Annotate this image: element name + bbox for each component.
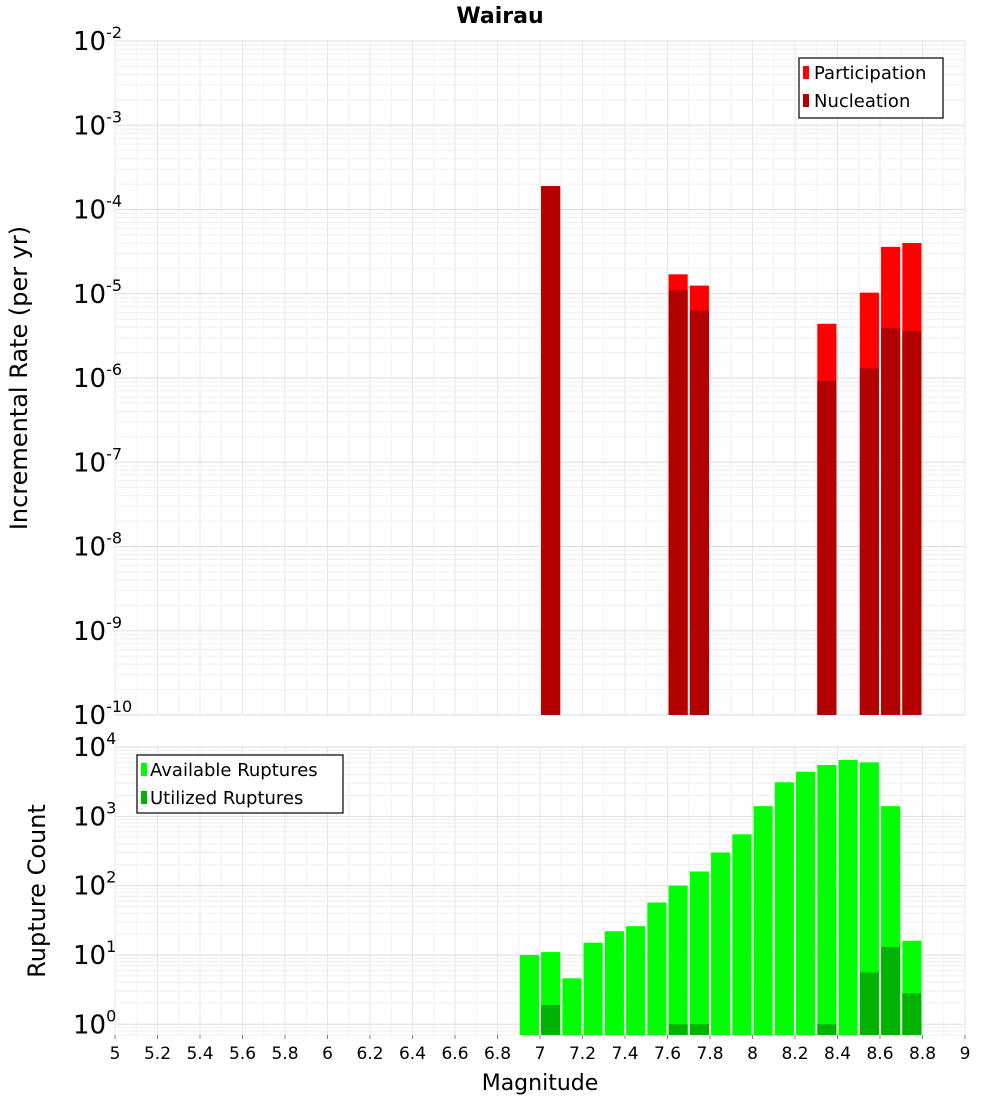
bottom-legend: Available Ruptures Utilized Ruptures	[136, 754, 344, 814]
bottom-y-tick-label: 103	[73, 798, 116, 832]
legend-swatch-utilized	[141, 791, 147, 804]
top-bar-nucleation	[881, 328, 901, 715]
x-axis-label: Magnitude	[482, 1071, 599, 1096]
top-y-tick-label: 10-5	[73, 276, 122, 310]
bottom-bar-available-ruptures	[519, 954, 539, 1035]
top-legend: Participation Nucleation	[798, 57, 944, 119]
x-tick-label: 5	[110, 1044, 121, 1064]
bottom-bar-available-ruptures	[711, 852, 731, 1035]
bottom-bar-utilized-ruptures	[817, 1024, 837, 1035]
legend-swatch-nucleation	[803, 94, 809, 107]
bottom-bar-utilized-ruptures	[902, 993, 922, 1035]
top-bar-nucleation	[859, 368, 879, 715]
bottom-bar-available-ruptures	[647, 902, 667, 1035]
top-bar-nucleation	[817, 381, 837, 715]
top-bars	[541, 186, 922, 716]
x-tick-label: 6	[322, 1044, 333, 1064]
top-bar-nucleation	[541, 186, 561, 715]
x-tick-label: 6.2	[356, 1044, 383, 1064]
x-tick-label: 6.8	[484, 1044, 511, 1064]
bottom-bar-utilized-ruptures	[881, 947, 901, 1035]
bottom-bar-available-ruptures	[604, 931, 624, 1035]
bottom-bar-utilized-ruptures	[541, 1004, 561, 1035]
x-tick-label: 5.2	[144, 1044, 171, 1064]
legend-swatch-available	[141, 763, 147, 776]
bottom-y-tick-label: 100	[73, 1006, 116, 1040]
top-y-tick-label: 10-4	[73, 192, 122, 226]
bottom-bar-available-ruptures	[689, 871, 709, 1035]
bottom-bar-available-ruptures	[732, 834, 752, 1035]
x-tick-label: 8.8	[909, 1044, 936, 1064]
bottom-bar-available-ruptures	[626, 926, 646, 1035]
bottom-y-tick-label: 102	[73, 868, 116, 902]
legend-label-available: Available Ruptures	[150, 760, 318, 781]
top-legend-box	[798, 57, 944, 119]
top-y-tick-label: 10-2	[73, 23, 122, 57]
x-tick-label: 7.2	[569, 1044, 596, 1064]
top-bar-nucleation	[668, 290, 688, 715]
top-y-axis-label: Incremental Rate (per yr)	[5, 226, 33, 530]
top-y-tick-label: 10-10	[73, 697, 132, 731]
x-tick-label: 5.4	[186, 1044, 213, 1064]
x-tick-label: 8.4	[824, 1044, 851, 1064]
bottom-bar-available-ruptures	[796, 771, 816, 1035]
bottom-bar-available-ruptures	[583, 942, 603, 1035]
bottom-y-ticks: 100 101 102 103 104	[73, 729, 116, 1040]
top-y-tick-label: 10-7	[73, 444, 122, 478]
bottom-bar-available-ruptures	[817, 764, 837, 1035]
x-tick-label: 5.8	[271, 1044, 298, 1064]
x-tick-label: 9	[960, 1044, 971, 1064]
legend-label-participation: Participation	[814, 63, 926, 84]
bottom-bar-utilized-ruptures	[689, 1024, 709, 1035]
top-y-ticks: 10-10 10-9 10-8 10-7 10-6 10-5 10-4 10-3 10-2	[73, 23, 132, 731]
bottom-legend-box	[136, 754, 344, 814]
x-tick-label: 7.4	[611, 1044, 638, 1064]
bottom-y-axis-label: Rupture Count	[23, 804, 51, 978]
x-tick-label: 8.2	[781, 1044, 808, 1064]
top-y-tick-label: 10-8	[73, 529, 122, 563]
x-ticks: 5 5.2 5.4 5.6 5.8 6 6.2 6.4 6.6 6.8 7 7.2 7.4 7.6 7.8 8…	[110, 1035, 971, 1064]
top-y-tick-label: 10-6	[73, 360, 122, 394]
bottom-bar-utilized-ruptures	[668, 1024, 688, 1035]
bottom-bar-available-ruptures	[774, 782, 794, 1035]
top-y-tick-label: 10-3	[73, 107, 122, 141]
top-panel: 10-10 10-9 10-8 10-7 10-6 10-5 10-4 10-3 10-2 In…	[5, 23, 966, 731]
x-tick-label: 8.6	[866, 1044, 893, 1064]
top-bar-nucleation	[902, 331, 922, 715]
legend-label-utilized: Utilized Ruptures	[150, 788, 303, 809]
legend-label-nucleation: Nucleation	[814, 91, 910, 112]
x-tick-label: 7.6	[654, 1044, 681, 1064]
x-tick-label: 7	[535, 1044, 546, 1064]
bottom-y-tick-label: 104	[73, 729, 116, 763]
legend-swatch-participation	[803, 66, 809, 79]
bottom-y-tick-label: 101	[73, 937, 116, 971]
bottom-bar-available-ruptures	[668, 885, 688, 1035]
bottom-bar-available-ruptures	[838, 759, 858, 1035]
top-y-tick-label: 10-9	[73, 613, 122, 647]
bottom-bars	[519, 759, 922, 1035]
x-tick-label: 7.8	[696, 1044, 723, 1064]
x-tick-label: 6.6	[441, 1044, 468, 1064]
bottom-bar-available-ruptures	[859, 762, 879, 1035]
x-tick-label: 5.6	[229, 1044, 256, 1064]
top-grid	[114, 40, 966, 716]
chart-title: Wairau	[456, 4, 543, 29]
top-bar-nucleation	[689, 310, 709, 715]
bottom-bar-available-ruptures	[753, 806, 773, 1035]
x-tick-label: 6.4	[399, 1044, 426, 1064]
bottom-bar-utilized-ruptures	[859, 972, 879, 1035]
bottom-panel: 100 101 102 103 104 5 5.2 5.4 5.6 5.8 6 6.2 6.4 6.6 6…	[23, 729, 970, 1096]
x-tick-label: 8	[747, 1044, 758, 1064]
bottom-bar-available-ruptures	[562, 978, 582, 1035]
